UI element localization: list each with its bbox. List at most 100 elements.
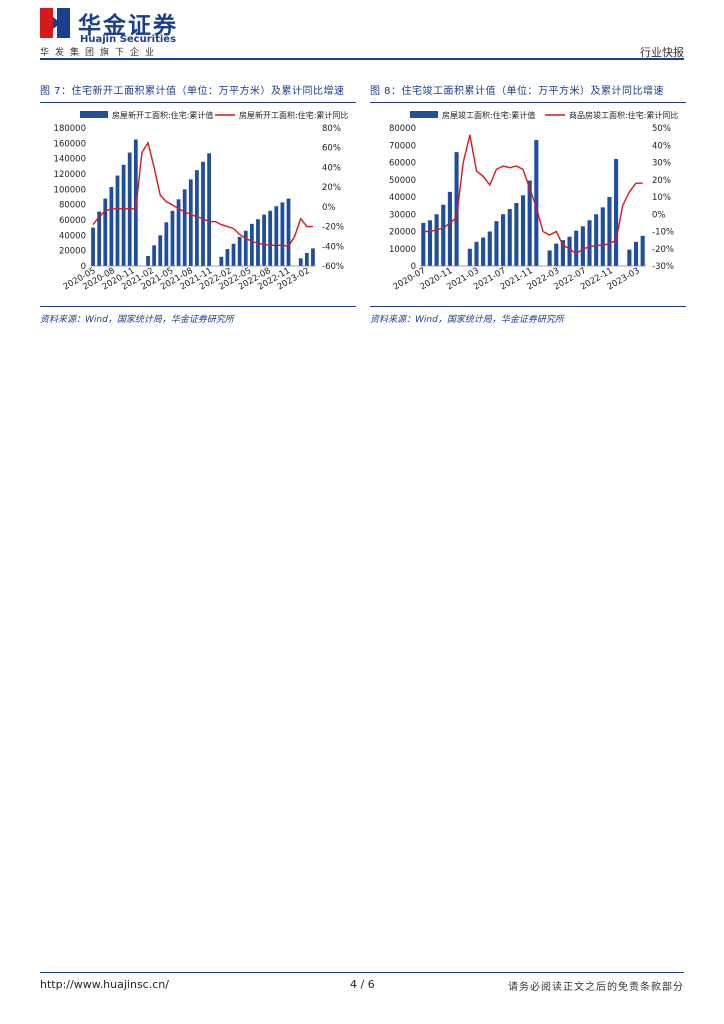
footer-url-link[interactable]: http://www.huajinsc.cn/ (40, 978, 169, 991)
bar (487, 231, 492, 266)
bar (262, 214, 266, 266)
bar (237, 236, 242, 266)
left-axis-tick-label: 40000 (59, 231, 86, 241)
legend-line-label: 商品房竣工面积:住宅:累计同比 (569, 110, 678, 120)
figure-7-title: 图 7：住宅新开工面积累计值（单位：万平方米）及累计同比增速 (40, 86, 345, 97)
bar (447, 191, 452, 266)
right-axis-tick-label: 30% (652, 159, 671, 169)
bar (164, 222, 169, 266)
legend-bar-swatch (410, 111, 438, 118)
right-axis-tick-label: 50% (652, 124, 671, 134)
bar (243, 230, 248, 266)
bar (627, 249, 632, 266)
bar (467, 248, 472, 266)
bar (421, 222, 426, 266)
legend-line-label: 房屋新开工面积:住宅:累计同比 (239, 110, 348, 120)
group-tagline: 华发集团旗下企业 (40, 48, 161, 58)
logo-english-name: Huajin Securities (80, 34, 177, 45)
bar (434, 214, 439, 266)
left-axis-tick-label: 80000 (389, 124, 416, 134)
left-axis-tick-label: 160000 (54, 139, 86, 149)
huajin-logo-icon (40, 8, 70, 38)
bar (507, 209, 512, 266)
bar (146, 256, 150, 266)
figure-8-chart: 房屋竣工面积:住宅:累计值 商品房竣工面积:住宅:累计同比 0 10000 20000 3… (389, 110, 678, 292)
left-axis-tick-label: 70000 (389, 141, 416, 151)
left-axis-tick-label: 100000 (54, 185, 86, 195)
footer-divider (40, 972, 684, 973)
right-axis-tick-label: 10% (652, 193, 671, 203)
bar (520, 195, 526, 266)
right-axis-tick-label: 0% (652, 210, 666, 220)
figure-8-title: 图 8：住宅竣工面积累计值（单位：万平方米）及累计同比增速 (370, 86, 665, 97)
figure-8-source-divider (370, 306, 686, 307)
bar (286, 198, 291, 266)
bar (298, 258, 303, 266)
bar (527, 180, 532, 266)
right-axis-tick-label: 20% (322, 183, 341, 193)
figure-8-source: 资料来源：Wind，国家统计局，华金证券研究所 (370, 315, 564, 325)
left-axis-tick-label: 60000 (59, 216, 86, 226)
bar (560, 240, 565, 266)
bar (481, 237, 486, 266)
bar (249, 223, 254, 266)
footer-disclaimer: 请务必阅读正文之后的免责条款部分 (508, 982, 684, 993)
left-axis-tick-label: 60000 (389, 159, 416, 169)
bar (554, 243, 559, 266)
bar (91, 227, 95, 266)
left-axis-tick-label: 10000 (389, 245, 416, 255)
left-axis-tick-label: 20000 (389, 228, 416, 238)
left-axis-tick-label: 0 (81, 262, 86, 272)
legend-bar-label: 房屋竣工面积:住宅:累计值 (442, 110, 535, 120)
right-axis-tick-label: 80% (322, 124, 341, 134)
bar (454, 152, 459, 266)
bar (534, 140, 539, 266)
left-axis-tick-label: 0 (411, 262, 416, 272)
legend-bar-swatch (80, 111, 108, 118)
bar (607, 197, 612, 266)
figure-7-chart: 房屋新开工面积:住宅:累计值 房屋新开工面积:住宅:累计同比 0 20000 40000… (54, 110, 349, 292)
bar (514, 203, 519, 266)
yoy-series-line (92, 141, 313, 248)
page-header: 华金证券 Huajin Securities 华发集团旗下企业 行业快报 (40, 6, 684, 59)
bar (201, 161, 205, 266)
legend-bar-label: 房屋新开工面积:住宅:累计值 (112, 110, 213, 120)
yoy-series-line (423, 134, 643, 255)
bar (268, 210, 273, 266)
bar (219, 256, 224, 266)
bar (231, 243, 236, 266)
left-axis-tick-label: 140000 (54, 155, 86, 165)
bar (640, 235, 645, 266)
right-axis-tick-label: 20% (652, 176, 671, 186)
left-axis-tick-label: 40000 (389, 193, 416, 203)
bar (182, 189, 187, 266)
page-number: 4 / 6 (350, 978, 375, 991)
figure-7-title-divider (40, 102, 356, 103)
chart-legend: 房屋新开工面积:住宅:累计值 房屋新开工面积:住宅:累计同比 (80, 110, 348, 120)
right-axis-tick-label: -20% (322, 223, 344, 233)
header-divider (40, 58, 684, 60)
figure-8-panel: 图 8：住宅竣工面积累计值（单位：万平方米）及累计同比增速 房屋竣工面积:住宅:… (370, 78, 686, 328)
right-axis-tick-label: -20% (652, 245, 674, 255)
bar (594, 214, 599, 266)
figure-7-panel: 图 7：住宅新开工面积累计值（单位：万平方米）及累计同比增速 房屋新开工面积:住… (40, 78, 356, 328)
bar (600, 207, 605, 266)
bar (194, 170, 199, 266)
left-axis-tick-label: 80000 (59, 201, 86, 211)
figure-8-title-divider (370, 102, 686, 103)
logo-chinese-name: 华金证券 (78, 13, 178, 39)
bar (567, 236, 572, 266)
left-axis-tick-label: 180000 (54, 124, 86, 134)
bar (274, 206, 279, 266)
bar (207, 153, 212, 266)
bar (97, 211, 102, 266)
bar (304, 252, 309, 266)
left-axis-tick-label: 20000 (59, 247, 86, 257)
left-axis-tick-label: 30000 (389, 210, 416, 220)
right-axis-tick-label: 40% (322, 163, 341, 173)
right-axis-tick-label: -60% (322, 262, 344, 272)
figure-7-source-divider (40, 306, 356, 307)
chart-legend: 房屋竣工面积:住宅:累计值 商品房竣工面积:住宅:累计同比 (410, 110, 678, 120)
bar (109, 187, 114, 266)
bar (121, 164, 126, 266)
